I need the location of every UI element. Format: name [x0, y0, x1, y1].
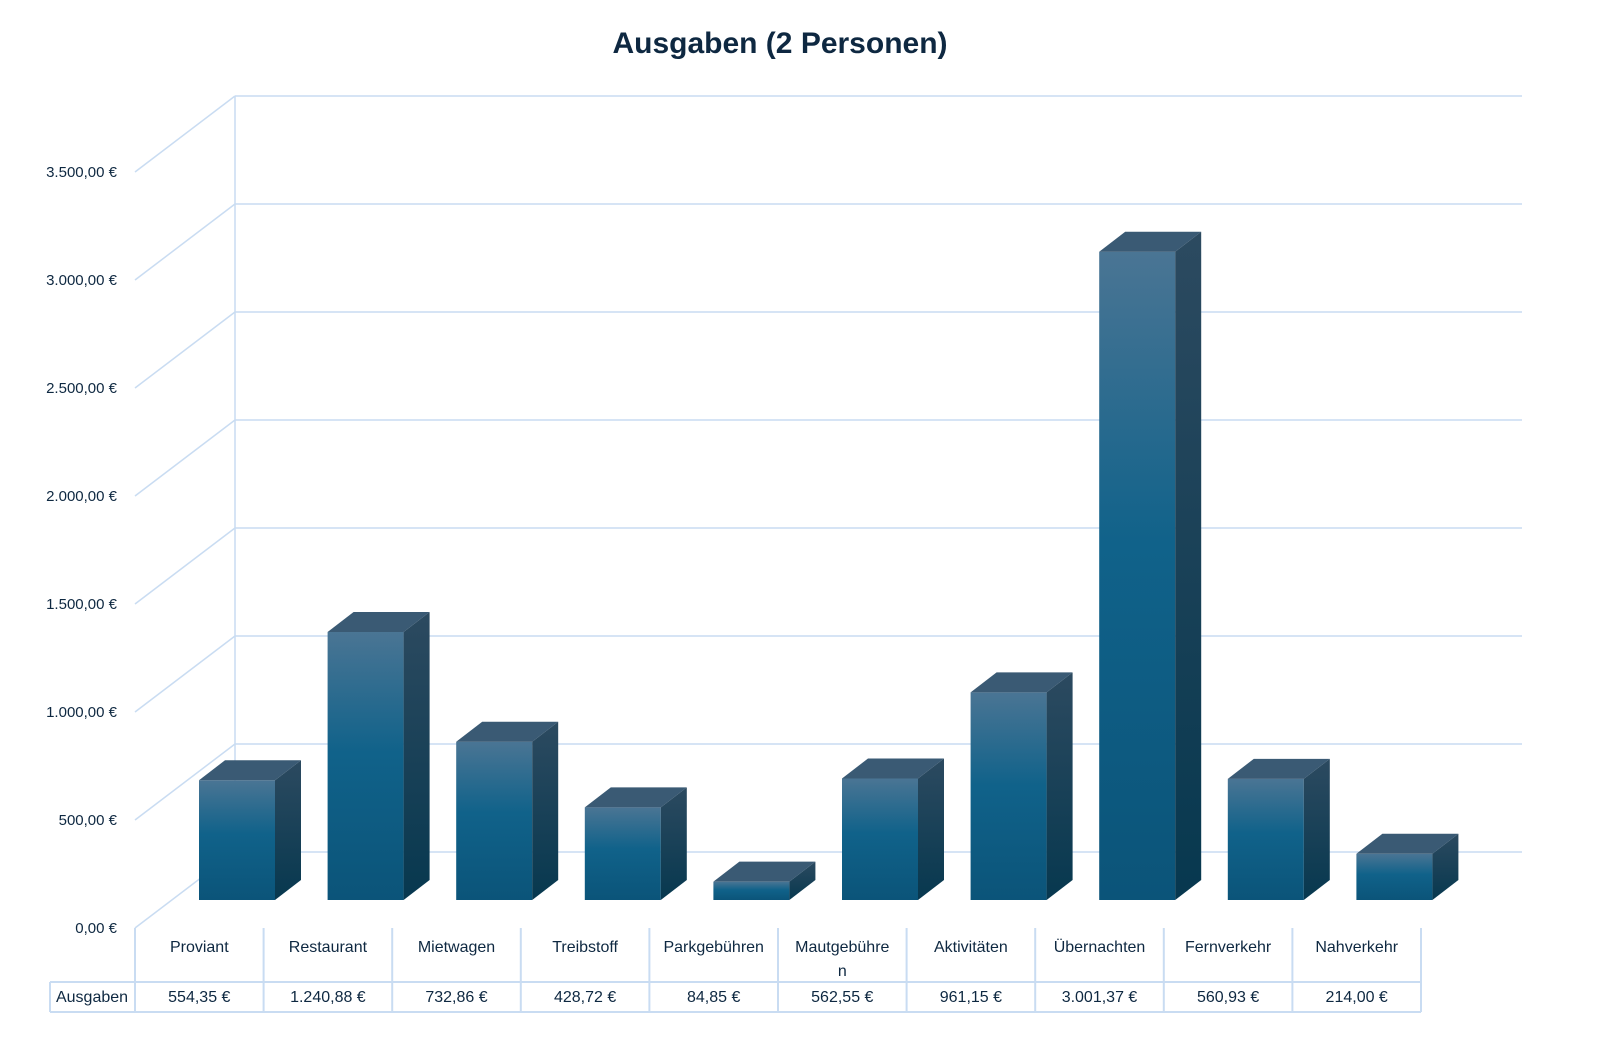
bar-top: [199, 760, 301, 781]
bar-side: [1175, 231, 1202, 900]
y-tick-label: 1.000,00 €: [46, 704, 118, 721]
bar-top: [584, 787, 687, 808]
chart-title: Ausgaben (2 Personen): [612, 27, 947, 60]
bar-6: [970, 672, 1073, 900]
data-label: 84,85 €: [687, 989, 740, 1006]
y-tick-label: 3.500,00 €: [46, 164, 118, 181]
bar-2: [456, 721, 559, 900]
category-label: Parkgebühren: [663, 939, 764, 956]
bar-front: [1099, 251, 1176, 900]
bar-side: [1046, 672, 1073, 900]
bar-3: [584, 787, 687, 900]
category-label: Übernachten: [1054, 938, 1146, 956]
gridline-depth: [134, 527, 236, 605]
bar-5: [842, 758, 944, 900]
bar-top: [1227, 758, 1330, 779]
bar-top: [456, 721, 559, 742]
bar-side: [275, 760, 301, 900]
series-label: Ausgaben: [56, 989, 128, 1006]
data-label: 732,86 €: [425, 989, 487, 1006]
category-label: Treibstoff: [552, 939, 618, 956]
bar-4: [713, 861, 816, 900]
bar-front: [970, 692, 1047, 900]
y-tick-label: 0,00 €: [75, 920, 117, 937]
category-label: Mautgebühre: [795, 939, 889, 956]
category-label: n: [838, 963, 847, 980]
gridline-depth: [134, 95, 236, 173]
bar-top: [970, 672, 1073, 693]
bar-1: [327, 611, 430, 900]
bar-side: [403, 611, 430, 900]
data-label: 3.001,37 €: [1062, 989, 1138, 1006]
gridline-depth: [134, 743, 236, 821]
category-label: Aktivitäten: [934, 939, 1008, 956]
y-tick-label: 500,00 €: [59, 812, 118, 829]
data-label: 1.240,88 €: [290, 989, 366, 1006]
bar-0: [199, 760, 301, 900]
gridline-depth: [134, 419, 236, 497]
category-label: Fernverkehr: [1185, 939, 1272, 956]
data-label: 560,93 €: [1197, 989, 1259, 1006]
bar-side: [1432, 833, 1459, 900]
y-tick-label: 2.000,00 €: [46, 488, 118, 505]
bar-front: [713, 881, 790, 900]
bar-top: [1099, 231, 1202, 252]
data-label: 562,55 €: [811, 989, 873, 1006]
y-tick-label: 1.500,00 €: [46, 596, 118, 613]
gridline-depth: [134, 635, 236, 713]
bar-front: [1227, 778, 1304, 900]
bar-9: [1356, 833, 1459, 900]
data-label: 961,15 €: [940, 989, 1002, 1006]
bar-side: [660, 787, 687, 900]
bar-front: [842, 778, 918, 900]
bar-front: [456, 741, 533, 900]
category-label: Proviant: [170, 939, 229, 956]
bar-7: [1099, 231, 1202, 900]
bar-front: [327, 631, 404, 900]
bar-side: [1303, 758, 1330, 900]
category-label: Mietwagen: [418, 939, 495, 956]
bar-top: [713, 861, 816, 882]
bar-top: [327, 611, 430, 632]
bar-front: [1356, 853, 1433, 900]
bar-side: [532, 721, 559, 900]
bar-side: [789, 861, 816, 900]
data-label: 554,35 €: [168, 989, 230, 1006]
bar-top: [842, 758, 944, 779]
bar-8: [1227, 758, 1330, 900]
data-label: 428,72 €: [554, 989, 616, 1006]
bar-side: [918, 758, 944, 900]
gridline-depth: [134, 311, 236, 389]
y-tick-label: 2.500,00 €: [46, 380, 118, 397]
y-tick-label: 3.000,00 €: [46, 272, 118, 289]
bar-front: [584, 807, 661, 900]
bar-top: [1356, 833, 1459, 854]
gridline-depth: [134, 203, 236, 281]
data-label: 214,00 €: [1326, 989, 1388, 1006]
category-label: Restaurant: [289, 939, 368, 956]
bar-front: [199, 780, 275, 900]
category-label: Nahverkehr: [1315, 939, 1398, 956]
